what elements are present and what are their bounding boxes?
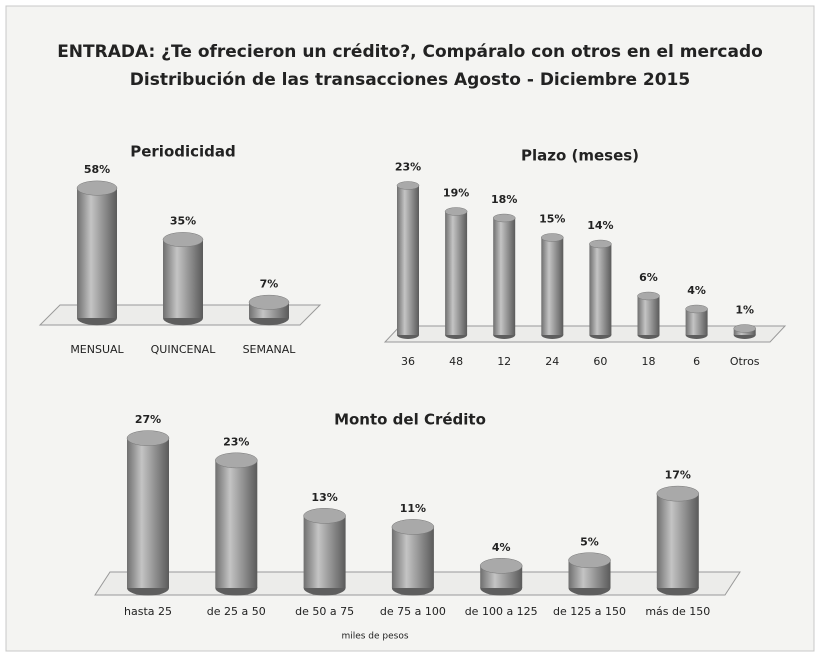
x-tick-label: 60 — [593, 355, 607, 368]
subtitle: Distribución de las transacciones Agosto… — [130, 70, 690, 90]
bar-top — [589, 239, 612, 249]
bar-top — [733, 324, 756, 333]
bar-top — [391, 519, 435, 535]
bar-top — [248, 294, 290, 310]
bar — [397, 185, 419, 335]
chart-title: Monto del Crédito — [334, 411, 486, 429]
x-tick-label: Otros — [730, 355, 760, 368]
x-tick-label: más de 150 — [645, 605, 710, 618]
x-tick-label: de 75 a 100 — [380, 605, 446, 618]
value-label: 23% — [395, 161, 421, 174]
x-tick-label: de 25 a 50 — [207, 605, 266, 618]
bar-top — [637, 291, 660, 301]
x-tick-label: MENSUAL — [70, 343, 124, 356]
value-label: 4% — [492, 541, 511, 554]
bar-top — [568, 552, 611, 569]
bar-top — [76, 180, 118, 196]
bar — [77, 188, 117, 318]
value-label: 1% — [735, 304, 754, 317]
bar — [637, 296, 660, 335]
bar-top — [656, 485, 700, 502]
bar-top — [303, 508, 346, 524]
value-label: 14% — [587, 219, 613, 232]
value-label: 11% — [400, 502, 426, 515]
bar — [303, 515, 346, 588]
x-tick-label: 6 — [693, 355, 700, 368]
title: ENTRADA: ¿Te ofrecieron un crédito?, Com… — [57, 42, 763, 62]
value-label: 18% — [491, 193, 517, 206]
bar-top — [396, 181, 420, 190]
value-label: 7% — [260, 277, 279, 290]
bar-top — [492, 213, 516, 223]
x-tick-label: 24 — [545, 355, 559, 368]
value-label: 17% — [665, 469, 691, 482]
value-label: 4% — [687, 284, 706, 297]
bar — [685, 309, 708, 335]
x-tick-label: QUINCENAL — [151, 343, 217, 356]
bar-top — [444, 207, 468, 216]
bar — [163, 239, 203, 318]
bar — [215, 460, 258, 588]
value-label: 13% — [311, 491, 337, 504]
x-tick-label: SEMANAL — [243, 343, 297, 356]
x-tick-label: de 100 a 125 — [465, 605, 538, 618]
x-tick-label: hasta 25 — [124, 605, 172, 618]
x-tick-label: 36 — [401, 355, 415, 368]
bar-top — [479, 557, 523, 574]
bar — [445, 211, 468, 335]
bar — [656, 493, 699, 588]
bar — [589, 244, 612, 335]
bar-top — [541, 233, 564, 242]
x-tick-label: de 125 a 150 — [553, 605, 626, 618]
bar-top — [162, 232, 204, 248]
bar-top — [685, 304, 708, 314]
chart-title: Periodicidad — [130, 143, 236, 161]
value-label: 19% — [443, 187, 469, 200]
value-label: 6% — [639, 271, 658, 284]
bar — [541, 237, 564, 335]
value-label: 58% — [84, 163, 110, 176]
x-tick-label: 48 — [449, 355, 463, 368]
x-axis-label: miles de pesos — [341, 632, 408, 642]
bar-top — [215, 452, 258, 469]
bar — [391, 526, 434, 588]
value-label: 27% — [135, 413, 161, 426]
bar — [127, 438, 169, 588]
bar — [493, 218, 516, 335]
value-label: 5% — [580, 535, 599, 548]
chart-title: Plazo (meses) — [521, 147, 639, 165]
value-label: 23% — [223, 435, 249, 448]
value-label: 35% — [170, 215, 196, 228]
x-tick-label: 18 — [642, 355, 656, 368]
floor — [383, 325, 787, 343]
x-tick-label: 12 — [497, 355, 511, 368]
bar-top — [126, 430, 170, 446]
x-tick-label: de 50 a 75 — [295, 605, 354, 618]
value-label: 15% — [539, 213, 565, 226]
